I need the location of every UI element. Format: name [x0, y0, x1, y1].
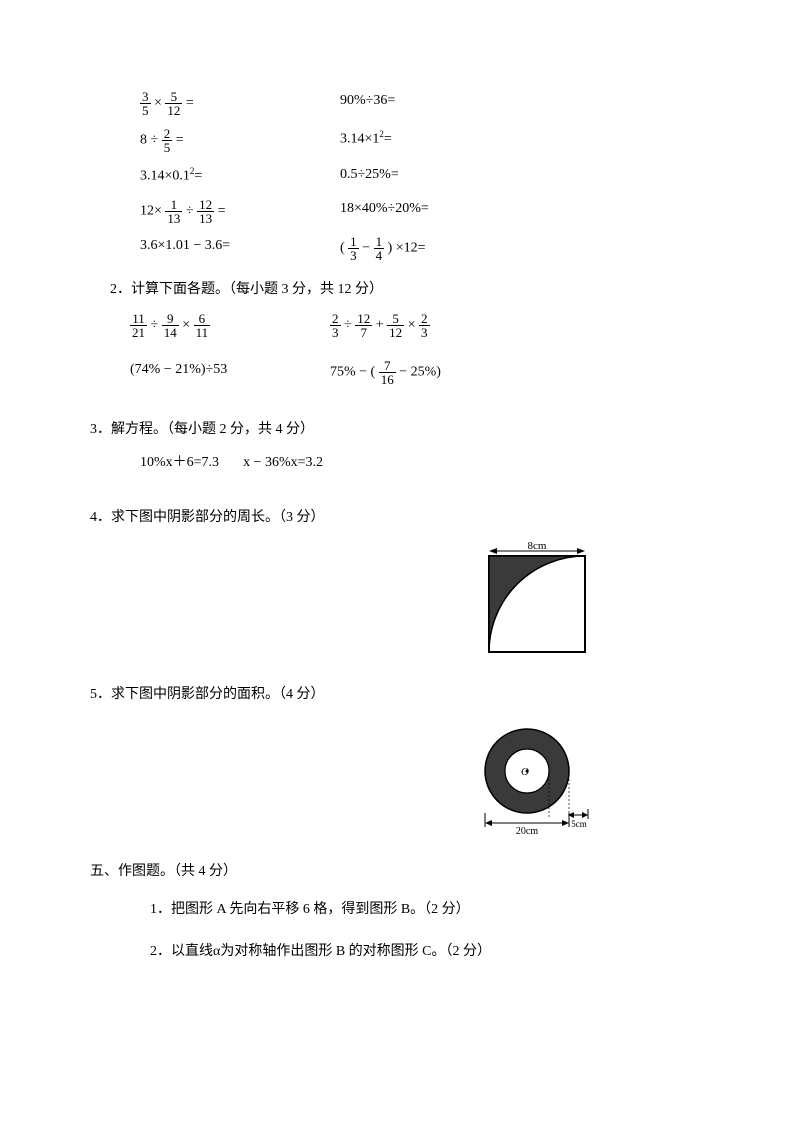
q1-row-2: 3.14×0.12=0.5÷25%=	[140, 164, 693, 188]
section5-title: 五、作图题。（共 4 分）	[90, 858, 693, 886]
q1-row-1: 8 ÷ 25 =3.14×12=	[140, 127, 693, 154]
q2-row-0: 1121 ÷ 914 × 61123 ÷ 127 + 512 × 23	[130, 312, 693, 339]
section5-item2: 2．以直线α为对称轴作出图形 B 的对称图形 C。（2 分）	[150, 938, 693, 966]
q2-row-0-left: 1121 ÷ 914 × 611	[130, 312, 330, 339]
q2-row-1-left: (74% − 21%)÷53	[130, 359, 330, 386]
q2-row-1: (74% − 21%)÷5375% − ( 716 − 25%)	[130, 359, 693, 386]
q5-gap-label: 5cm	[571, 819, 587, 829]
q4-title: 4．求下图中阴影部分的周长。（3 分）	[90, 504, 693, 532]
q1-row-2-left: 3.14×0.12=	[140, 164, 340, 188]
q1-row-4-right: ( 13 − 14 ) ×12=	[340, 235, 540, 262]
q3-eq2: x − 36%x=3.2	[243, 452, 323, 474]
q5-center-label: O	[521, 766, 529, 778]
q2-title: 2．计算下面各题。（每小题 3 分，共 12 分）	[110, 276, 693, 304]
q3-eq1: 10%x＋6=7.3	[140, 452, 219, 474]
q1-row-3-right: 18×40%÷20%=	[340, 198, 540, 225]
q2-row-1-right: 75% − ( 716 − 25%)	[330, 359, 530, 386]
q1-row-4: 3.6×1.01 − 3.6=( 13 − 14 ) ×12=	[140, 235, 693, 262]
q1-row-3: 12× 113 ÷ 1213 =18×40%÷20%=	[140, 198, 693, 225]
q1-row-4-left: 3.6×1.01 − 3.6=	[140, 235, 340, 262]
q1-row-1-right: 3.14×12=	[340, 127, 540, 154]
q5-outer-label: 20cm	[515, 826, 537, 837]
q1-row-1-left: 8 ÷ 25 =	[140, 127, 340, 154]
q2-row-0-right: 23 ÷ 127 + 512 × 23	[330, 312, 530, 339]
q1-row-2-right: 0.5÷25%=	[340, 164, 540, 188]
q4-width-label: 8cm	[527, 542, 546, 552]
q1-row-0: 35 × 512 =90%÷36=	[140, 90, 693, 117]
q5-figure: O 20cm 5cm	[380, 719, 693, 844]
q5-title: 5．求下图中阴影部分的面积。（4 分）	[90, 681, 693, 709]
q1-row-3-left: 12× 113 ÷ 1213 =	[140, 198, 340, 225]
q1-row-0-right: 90%÷36=	[340, 90, 540, 117]
q4-figure: 8cm	[380, 542, 693, 667]
section5-item1: 1．把图形 A 先向右平移 6 格，得到图形 B。（2 分）	[150, 896, 693, 924]
q1-row-0-left: 35 × 512 =	[140, 90, 340, 117]
q3-title: 3．解方程。（每小题 2 分，共 4 分）	[90, 416, 693, 444]
